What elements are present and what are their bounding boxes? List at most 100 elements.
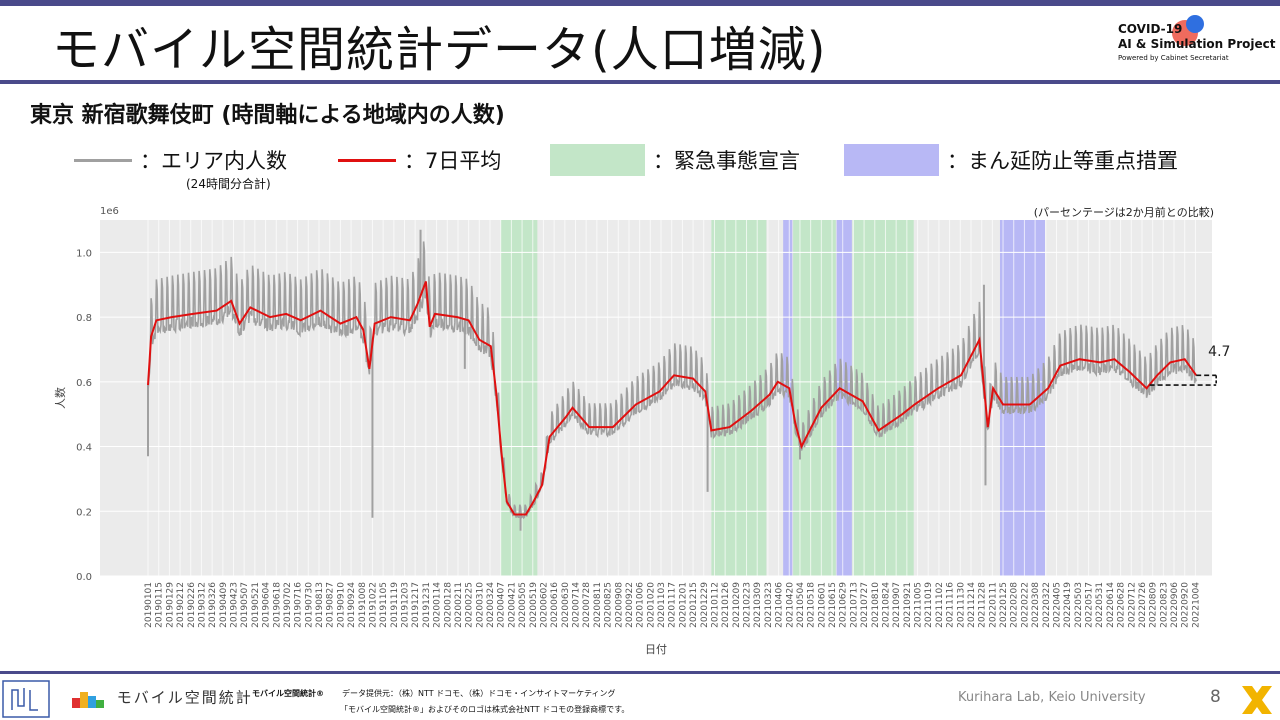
x-tick-label: 20210406 [775,582,785,628]
footer-divider [0,671,1280,674]
x-tick-label: 20220222 [1020,582,1030,628]
chart-subtitle: 東京 新宿歌舞伎町 (時間軸による地域内の人数) [30,103,505,128]
x-tick-label: 20191119 [390,582,400,628]
chart-area: 0.0 0.2 0.4 0.6 0.8 1.0 1e6 20190101 20190115 201… [50,200,1244,665]
x-tick-label: 20200602 [539,582,549,628]
x-tick-label: 20201103 [657,582,667,628]
x-tick-label: 20210615 [828,582,838,628]
x-tick-label: 20220628 [1117,582,1127,628]
x-tick-label: 20190101 [144,582,154,628]
x-tick-label: 20210921 [903,582,913,628]
x-tick-label: 20190702 [283,582,293,628]
x-tick-label: 20210713 [849,582,859,628]
legend-manbou-swatch [844,144,939,176]
x-tick-label: 20210824 [881,582,891,628]
x-tick-label: 20190507 [240,582,250,628]
x-tick-label: 20200128 [443,582,453,628]
change-percent-label: 4.7% [1208,344,1230,360]
x-tick-label: 20211019 [924,582,934,628]
x-tick-label: 20200908 [614,582,624,628]
y-tick-label: 0.2 [76,507,92,518]
x-tick-label: 20220405 [1052,582,1062,628]
x-tick-label: 20211214 [967,582,977,628]
project-logo: COVID-19 AI & Simulation Project Powered… [1118,22,1276,64]
x-tick-label: 20190129 [165,582,175,628]
series-raw-line [147,241,1197,520]
x-tick-label: 20200630 [561,582,571,628]
x-tick-label: 20190730 [304,582,314,628]
y-tick-label: 0.0 [76,572,92,583]
x-tick-label: 20201006 [636,582,646,628]
x-tick-label: 20200324 [486,582,496,628]
legend-avg: ：7日平均 [338,145,501,175]
x-tick-label: 20210420 [785,582,795,628]
legend-manbou: ：まん延防止等重点措置 [844,144,1178,176]
x-tick-label: 20190521 [251,582,261,628]
legend-emergency: ：緊急事態宣言 [550,144,800,176]
x-tick-label: 20201229 [700,582,710,628]
y-tick-label: 1.0 [76,248,92,259]
top-accent-bar [0,0,1280,6]
x-tick-label: 20200211 [454,582,464,628]
manbou-period-band [783,220,793,576]
page-title: モバイル空間統計データ(人口増減) [52,22,827,78]
legend-raw-label: ：エリア内人数 [140,149,287,173]
x-tick-label: 20220125 [999,582,1009,628]
x-tick-label: 20201215 [689,582,699,628]
x-tick-label: 20200519 [529,582,539,628]
x-tick-label: 20191022 [368,582,378,628]
x-tick-label: 20210907 [892,582,902,628]
university-x-icon [1242,686,1272,714]
x-tick-label: 20190312 [197,582,207,628]
chart-note: (パーセンテージは2か月前との比較) [1034,205,1214,219]
x-tick-label: 20190115 [155,582,165,628]
project-logo-line2: AI & Simulation Project [1118,37,1276,51]
x-tick-label: 20190618 [272,582,282,628]
legend-raw-sublabel: (24時間分合計) [186,177,271,191]
x-tick-label: 20200825 [604,582,614,628]
x-tick-label: 20210810 [871,582,881,628]
x-tick-label: 20190423 [230,582,240,628]
y-tick-label: 0.4 [76,443,92,454]
x-tick-label: 20200811 [593,582,603,628]
x-tick-label: 20200616 [550,582,560,628]
legend-avg-label: ：7日平均 [404,149,502,173]
x-tick-label: 20200714 [572,582,582,628]
x-tick-label: 20220809 [1149,582,1159,628]
x-tick-label: 20190827 [326,582,336,628]
x-tick-label: 20220726 [1138,582,1148,628]
x-tick-label: 20211102 [935,582,945,628]
x-tick-label: 20210309 [753,582,763,628]
x-tick-label: 20211005 [914,582,924,628]
legend-raw: ：エリア内人数 [74,145,287,175]
x-tick-label: 20190604 [262,582,272,628]
x-tick-label: 20191008 [358,582,368,628]
project-logo-line3: Powered by Cabinet Secretariat [1118,54,1229,62]
x-tick-label: 20201201 [678,582,688,628]
x-axis-label: 日付 [645,643,667,656]
x-tick-label: 20221004 [1191,582,1201,628]
x-tick-label: 20190716 [294,582,304,628]
footer-brand: モバイル空間統計® [252,689,324,698]
series-avg-line [147,281,1198,516]
title-divider [0,80,1280,84]
legend-manbou-label: ：まん延防止等重点措置 [947,149,1178,173]
x-tick-label: 20211228 [978,582,988,628]
x-tick-label: 20220712 [1127,582,1137,628]
x-tick-label: 20190212 [176,582,186,628]
x-tick-label: 20190326 [208,582,218,628]
mobile-stats-logo-text: モバイル空間統計 [116,688,253,707]
x-tick-label: 20220503 [1074,582,1084,628]
footer-lab-name: Kurihara Lab, Keio University [958,690,1146,705]
x-tick-label: 20200225 [465,582,475,628]
x-tick-label: 20200922 [625,582,635,628]
x-tick-label: 20211130 [956,582,966,628]
manbou-period-band [836,220,852,576]
x-tick-label: 20220823 [1159,582,1169,628]
x-tick-label: 20220614 [1106,582,1116,628]
x-tick-label: 20220531 [1095,582,1105,628]
x-tick-label: 20200728 [582,582,592,628]
x-tick-label: 20220906 [1170,582,1180,628]
x-tick-label: 20220920 [1181,582,1191,628]
